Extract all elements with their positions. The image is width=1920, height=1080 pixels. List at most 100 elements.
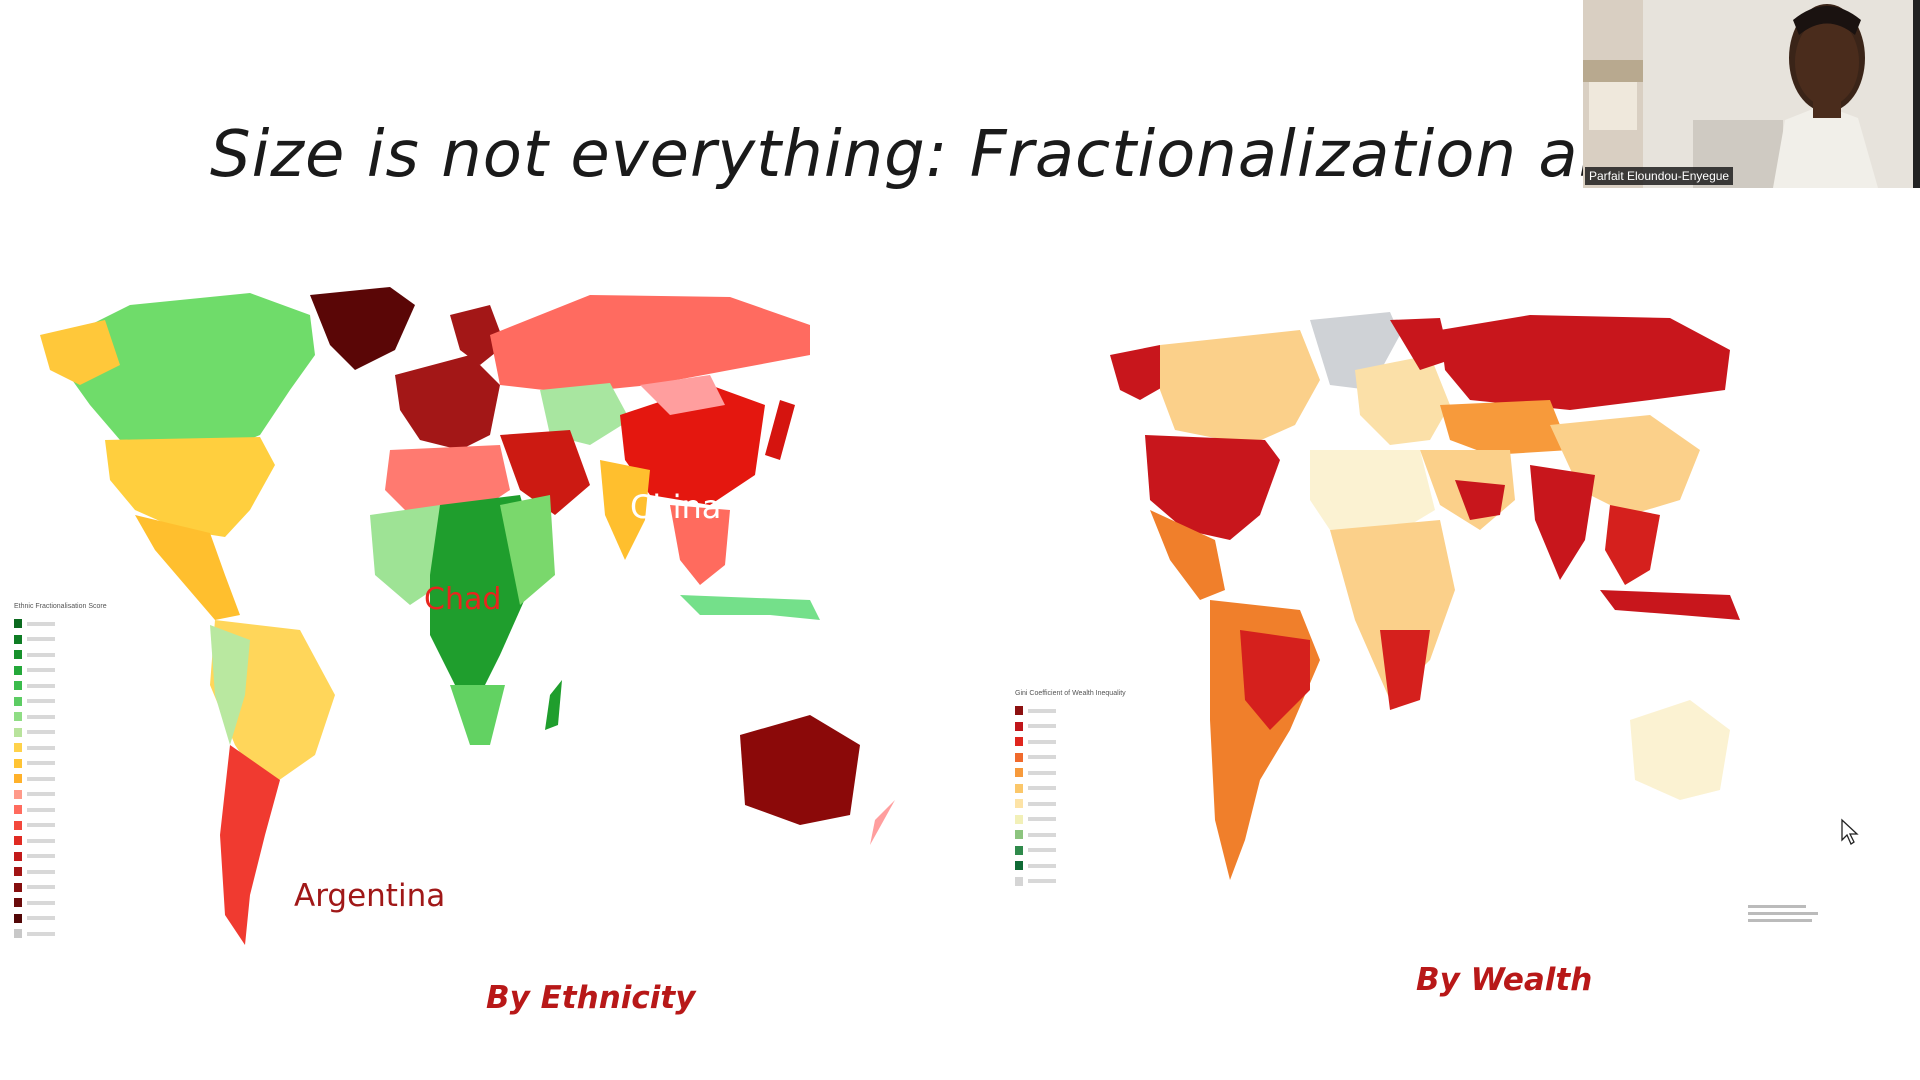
- legend-row: [1015, 734, 1126, 750]
- legend-label-placeholder: [27, 761, 55, 766]
- legend-label-placeholder: [1028, 801, 1056, 806]
- legend-row: [1015, 719, 1126, 735]
- legend-swatch: [1015, 799, 1023, 809]
- legend-label-placeholder: [27, 668, 55, 673]
- legend-row: [14, 632, 107, 648]
- region-africa-north: [1310, 450, 1435, 530]
- legend-swatch: [14, 898, 22, 908]
- region-russia: [1440, 315, 1730, 410]
- legend-swatch: [1015, 752, 1023, 762]
- legend-row: [14, 833, 107, 849]
- label-chad: Chad: [424, 582, 502, 617]
- legend-swatch: [1015, 768, 1023, 778]
- slide-title: Size is not everything: Fractionalizatio…: [210, 118, 1790, 192]
- legend-row: [14, 694, 107, 710]
- legend-row: [14, 740, 107, 756]
- legend-label-placeholder: [27, 621, 55, 626]
- legend-swatch: [14, 820, 22, 830]
- legend-swatch: [1015, 845, 1023, 855]
- legend-row: [14, 756, 107, 772]
- legend-row: [1015, 765, 1126, 781]
- label-argentina: Argentina: [294, 878, 446, 914]
- legend-swatch: [14, 712, 22, 722]
- region-mexico: [135, 515, 240, 620]
- legend-swatch: [14, 867, 22, 877]
- legend-swatch: [14, 805, 22, 815]
- legend-swatch: [14, 634, 22, 644]
- region-australia: [740, 715, 860, 825]
- legend-label-placeholder: [27, 745, 55, 750]
- caption-wealth: By Wealth: [1416, 962, 1593, 998]
- legend-label-placeholder: [27, 823, 55, 828]
- legend-row: [1015, 858, 1126, 874]
- legend-swatch: [14, 929, 22, 939]
- legend-title: Gini Coefficient of Wealth Inequality: [1015, 690, 1126, 697]
- region-canada: [65, 293, 315, 460]
- caption-ethnicity: By Ethnicity: [486, 980, 696, 1016]
- legend-row: [1015, 750, 1126, 766]
- legend-label-placeholder: [1028, 863, 1056, 868]
- legend-swatch: [1015, 830, 1023, 840]
- region-indonesia: [1600, 590, 1740, 620]
- legend-title: Ethnic Fractionalisation Score: [14, 603, 107, 610]
- region-china: [620, 385, 765, 505]
- legend-swatch: [14, 650, 22, 660]
- label-china: China: [630, 488, 722, 526]
- region-central-asia: [1440, 400, 1570, 455]
- legend-row: [14, 911, 107, 927]
- legend-label-placeholder: [27, 730, 55, 735]
- legend-row: [1015, 827, 1126, 843]
- region-southeast-asia: [1605, 505, 1660, 585]
- legend-row: [14, 880, 107, 896]
- region-saudi: [1455, 480, 1505, 520]
- legend-row: [1015, 781, 1126, 797]
- legend-label-placeholder: [1028, 879, 1056, 884]
- region-usa: [1145, 435, 1280, 540]
- legend-swatch: [14, 727, 22, 737]
- legend-row: [14, 647, 107, 663]
- map-source-note: [1748, 905, 1818, 926]
- region-scandinavia: [1390, 318, 1450, 370]
- legend-row: [14, 771, 107, 787]
- region-north-africa: [385, 445, 510, 515]
- legend-swatch: [1015, 814, 1023, 824]
- ethnicity-legend: Ethnic Fractionalisation Score: [14, 603, 107, 942]
- legend-label-placeholder: [27, 652, 55, 657]
- legend-label-placeholder: [1028, 832, 1056, 837]
- legend-swatch: [1015, 737, 1023, 747]
- legend-swatch: [14, 836, 22, 846]
- legend-label-placeholder: [27, 683, 55, 688]
- legend-label-placeholder: [27, 699, 55, 704]
- legend-swatch: [14, 619, 22, 629]
- region-brazil: [1240, 630, 1310, 730]
- legend-row: [14, 802, 107, 818]
- legend-label-placeholder: [27, 854, 55, 859]
- legend-row: [14, 926, 107, 942]
- legend-row: [14, 725, 107, 741]
- legend-row: [14, 864, 107, 880]
- legend-label-placeholder: [1028, 817, 1056, 822]
- legend-row: [14, 709, 107, 725]
- legend-label-placeholder: [27, 637, 55, 642]
- legend-label-placeholder: [1028, 708, 1056, 713]
- legend-label-placeholder: [1028, 739, 1056, 744]
- legend-row: [14, 849, 107, 865]
- legend-swatch: [14, 774, 22, 784]
- legend-swatch: [1015, 721, 1023, 731]
- legend-swatch: [1015, 706, 1023, 716]
- legend-label-placeholder: [27, 900, 55, 905]
- legend-swatch: [14, 851, 22, 861]
- webcam-video-tile[interactable]: Parfait Eloundou-Enyegue: [1583, 0, 1920, 188]
- legend-swatch: [14, 758, 22, 768]
- legend-label-placeholder: [27, 776, 55, 781]
- legend-row: [1015, 812, 1126, 828]
- legend-label-placeholder: [27, 916, 55, 921]
- region-japan: [765, 400, 795, 460]
- legend-row: [14, 895, 107, 911]
- legend-swatch: [14, 681, 22, 691]
- legend-label-placeholder: [1028, 724, 1056, 729]
- region-indonesia: [680, 595, 820, 620]
- region-europe: [395, 355, 500, 450]
- legend-label-placeholder: [1028, 786, 1056, 791]
- legend-label-placeholder: [27, 931, 55, 936]
